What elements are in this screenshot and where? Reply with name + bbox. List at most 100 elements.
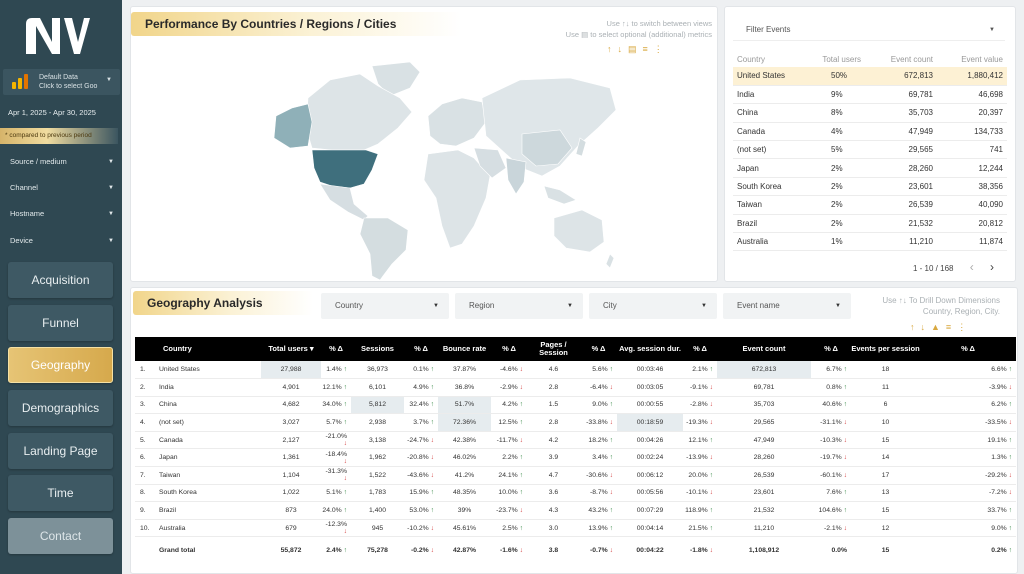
col-sessions[interactable]: Sessions — [351, 337, 404, 361]
table-row[interactable]: South Korea 2% 23,601 38,356 — [733, 177, 1007, 197]
dropdown-event-name[interactable]: Event name ▼ — [723, 293, 851, 319]
table-row[interactable]: 3. China 4,682 34.0% ↑ 5,812 32.4% ↑ 51.7% 4.2%… — [135, 396, 1016, 415]
cell-bounce-rate: 37.87% — [438, 361, 491, 380]
date-range-picker[interactable]: Apr 1, 2025 - Apr 30, 2025 — [8, 108, 96, 117]
col-country[interactable]: Country — [157, 337, 261, 361]
geography-table-wrap: Country Total users ▾ % Δ Sessions % Δ B… — [135, 337, 1016, 559]
table-row[interactable]: 1. United States 27,988 1.4% ↑ 36,973 0.1% ↑ 3… — [135, 361, 1016, 380]
drill-up-icon[interactable]: ↑ — [607, 44, 618, 54]
dropdown-region[interactable]: Region ▼ — [455, 293, 583, 319]
table-row[interactable]: 4. (not set) 3,027 5.7% ↑ 2,938 3.7% ↑ 72.36% 1… — [135, 413, 1016, 432]
chevron-right-icon[interactable]: › — [989, 260, 994, 274]
filter-label: Source / medium — [10, 157, 67, 166]
cell-total-users: 4,682 — [261, 396, 321, 415]
cell-total-users: 27,988 — [261, 361, 321, 380]
table-row[interactable]: 10. Australia 679 -12.3% ↓ 945 -10.2% ↓ 45.61%… — [135, 519, 1016, 538]
filter-source-medium[interactable]: Source / medium ▼ — [10, 157, 114, 171]
cell-country: Brazil — [157, 501, 261, 520]
col-sessions-delta[interactable]: % Δ — [404, 337, 438, 361]
table-row[interactable]: (not set) 5% 29,565 741 — [733, 140, 1007, 160]
col-event-value[interactable]: Event value — [961, 54, 1003, 64]
table-row[interactable]: Japan 2% 28,260 12,244 — [733, 158, 1007, 178]
metrics-icon[interactable]: ▤ — [628, 44, 643, 54]
world-map[interactable] — [260, 58, 620, 283]
grand-total-row[interactable]: Grand total 55,872 2.4% ↑ 75,278 -0.2% ↓ 42.8… — [135, 537, 1016, 559]
col-avg-duration[interactable]: Avg. session dur. — [617, 337, 683, 361]
table-row[interactable]: India 9% 69,781 46,698 — [733, 85, 1007, 105]
nav-landing-page[interactable]: Landing Page — [8, 433, 113, 469]
arrow-down-icon: ↓ — [1006, 471, 1012, 479]
col-event-count[interactable]: Event count — [890, 54, 933, 64]
drill-down-icon[interactable]: ↓ — [617, 44, 628, 54]
cell-sessions-delta: 53.0% ↑ — [404, 501, 438, 520]
map-region-africa — [423, 149, 491, 249]
filter-events-dropdown[interactable]: Filter Events ▼ — [733, 19, 1005, 41]
filter-hostname[interactable]: Hostname ▼ — [10, 209, 114, 223]
delta-value: -18.4% — [325, 450, 347, 458]
chevron-left-icon[interactable]: ‹ — [969, 260, 974, 274]
map-region-india — [505, 157, 527, 195]
table-row[interactable]: Australia 1% 11,210 11,874 — [733, 232, 1007, 252]
drill-up-icon[interactable]: ↑ — [910, 322, 921, 332]
nav-geography[interactable]: Geography — [8, 347, 113, 383]
data-source-selector[interactable]: Default Data Click to select Goo ▼ — [3, 69, 120, 95]
cell-users-delta: -12.3% ↓ — [321, 519, 351, 538]
filter-icon[interactable]: ≡ — [642, 44, 654, 54]
arrow-up-icon: ↑ — [841, 366, 847, 374]
cell-total-users: 2% — [803, 214, 865, 234]
table-row[interactable]: Canada 4% 47,949 134,733 — [733, 122, 1007, 142]
arrow-down-icon: ↓ — [607, 383, 613, 391]
drill-down-icon[interactable]: ↓ — [920, 322, 931, 332]
col-country[interactable]: Country — [737, 54, 766, 64]
table-row[interactable]: 5. Canada 2,127 -21.0% ↓ 3,138 -24.7% ↓ 42.38%… — [135, 431, 1016, 450]
table-row[interactable]: China 8% 35,703 20,397 — [733, 103, 1007, 123]
col-eps-delta[interactable]: % Δ — [920, 337, 1016, 361]
table-row[interactable]: 6. Japan 1,361 -18.4% ↓ 1,962 -20.8% ↓ 46.02% 2… — [135, 448, 1016, 468]
table-row[interactable]: Taiwan 2% 26,539 40,090 — [733, 195, 1007, 215]
col-bounce-rate[interactable]: Bounce rate — [438, 337, 491, 361]
col-bounce-delta[interactable]: % Δ — [491, 337, 527, 361]
delta-value: 15.9% — [409, 489, 429, 497]
dropdown-country[interactable]: Country ▼ — [321, 293, 449, 319]
cell-country: Australia — [733, 232, 803, 252]
col-total-users[interactable]: Total users — [822, 54, 861, 64]
nav-demographics[interactable]: Demographics — [8, 390, 113, 426]
cell-index: 8. — [135, 484, 157, 503]
nav-acquisition[interactable]: Acquisition — [8, 262, 113, 298]
col-total-users[interactable]: Total users ▾ — [261, 337, 321, 361]
cell-bounce-delta: -2.9% ↓ — [491, 378, 527, 397]
col-users-delta[interactable]: % Δ — [321, 337, 351, 361]
table-row[interactable]: 9. Brazil 873 24.0% ↑ 1,400 53.0% ↑ 39% -23.7% … — [135, 501, 1016, 520]
filter-channel[interactable]: Channel ▼ — [10, 183, 114, 197]
delta-value: 12.1% — [322, 383, 342, 391]
table-row[interactable]: 8. South Korea 1,022 5.1% ↑ 1,783 15.9% ↑ 48.3… — [135, 484, 1016, 503]
more-icon[interactable]: ⋮ — [653, 44, 669, 54]
col-event-count[interactable]: Event count — [717, 337, 811, 361]
delta-value: -1.6% — [499, 546, 518, 554]
sort-desc-icon: ▾ — [309, 344, 314, 353]
nav-contact[interactable]: Contact — [8, 518, 113, 554]
table-row[interactable]: Brazil 2% 21,532 20,812 — [733, 214, 1007, 234]
arrow-down-icon: ↓ — [841, 454, 847, 462]
cell-total-users: 1,104 — [261, 466, 321, 485]
delta-value: 33.7% — [987, 507, 1007, 515]
dropdown-city[interactable]: City ▼ — [589, 293, 717, 319]
col-events-delta[interactable]: % Δ — [811, 337, 851, 361]
filter-icon[interactable]: ≡ — [945, 322, 958, 332]
col-events-per-session[interactable]: Events per session — [851, 337, 920, 361]
nav-time[interactable]: Time — [8, 475, 113, 511]
col-duration-delta[interactable]: % Δ — [683, 337, 717, 361]
table-row[interactable]: 7. Taiwan 1,104 -31.3% ↓ 1,522 -43.6% ↓ 41.2% 2… — [135, 466, 1016, 485]
arrow-down-icon: ↓ — [343, 475, 347, 483]
cell-pages-delta: 9.0% ↑ — [580, 396, 617, 415]
col-pages-delta[interactable]: % Δ — [580, 337, 617, 361]
cell-pages-delta: -8.7% ↓ — [580, 484, 617, 503]
filter-device[interactable]: Device ▼ — [10, 236, 114, 250]
cell-bounce-rate: 46.02% — [438, 448, 491, 468]
more-icon[interactable]: ⋮ — [957, 322, 973, 332]
cell-event-value: 38,356 — [937, 177, 1007, 197]
table-row[interactable]: United States 50% 672,813 1,880,412 — [733, 67, 1007, 86]
table-row[interactable]: 2. India 4,901 12.1% ↑ 6,101 4.9% ↑ 36.8% -2.9%… — [135, 378, 1016, 397]
nav-funnel[interactable]: Funnel — [8, 305, 113, 341]
col-pages-session[interactable]: Pages / Session — [527, 337, 580, 361]
